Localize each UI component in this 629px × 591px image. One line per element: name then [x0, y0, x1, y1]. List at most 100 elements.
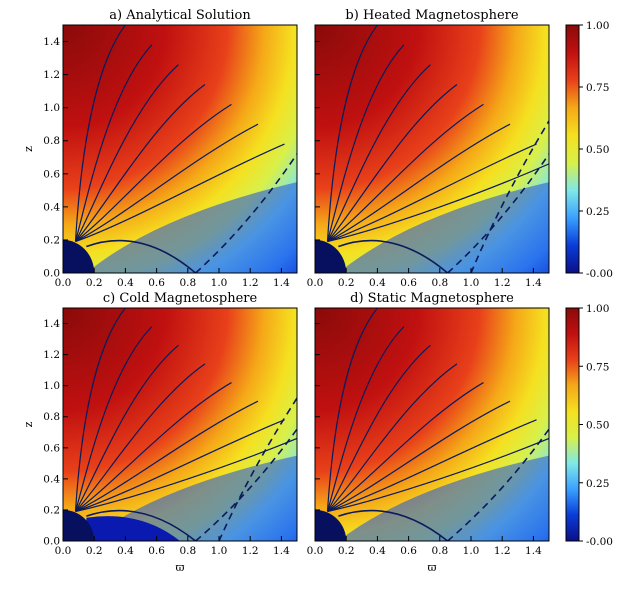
x-tick-label: 1.4 — [525, 545, 542, 557]
colorbar-tick-label: -0.00 — [586, 536, 613, 548]
y-tick-label: 0.4 — [43, 473, 60, 485]
closed-field-line — [338, 239, 449, 273]
x-tick-label: 1.4 — [273, 277, 290, 289]
x-axis-label: ϖ — [428, 561, 437, 574]
x-tick-label: 0.8 — [179, 545, 196, 557]
field-line — [75, 400, 259, 513]
x-tick-label: 0.4 — [369, 545, 386, 557]
plot-frame — [314, 307, 550, 542]
x-tick-label: 0.2 — [86, 545, 103, 557]
field-line — [326, 44, 405, 242]
field-line — [327, 143, 537, 243]
dead-zone — [86, 516, 180, 541]
y-tick-label: 0.4 — [43, 201, 60, 213]
field-line — [74, 344, 179, 512]
colorbar-gradient — [565, 307, 580, 542]
y-tick-label: 1.4 — [43, 36, 60, 48]
closed-field-line — [86, 239, 197, 273]
field-line — [75, 103, 232, 243]
field-line — [75, 143, 285, 243]
x-tick-label: 1.4 — [525, 277, 542, 289]
y-tick-label: 0.8 — [43, 411, 60, 423]
field-line — [74, 64, 179, 242]
x-tick-label: 1.2 — [242, 545, 259, 557]
x-tick-label: 1.2 — [494, 277, 511, 289]
colorbar-tick-label: 0.75 — [586, 82, 609, 94]
y-tick-label: 0.0 — [43, 268, 60, 280]
y-tick-label: 1.2 — [43, 349, 60, 361]
heatmap-d — [315, 308, 549, 541]
x-tick-label: 0.0 — [55, 277, 72, 289]
x-tick-label: 0.4 — [117, 545, 134, 557]
colorbar-tick-label: 0.25 — [586, 478, 609, 490]
dashed-line — [447, 428, 549, 541]
dashed-line — [195, 428, 297, 541]
equatorial-low-region — [338, 455, 549, 541]
y-tick-label: 1.4 — [43, 318, 60, 330]
field-line — [326, 344, 431, 512]
heatmap-b — [315, 25, 549, 273]
colorbar: 1.00 0.75 0.50 0.25 -0.00 — [565, 20, 613, 280]
x-tick-label: 0.4 — [117, 277, 134, 289]
heatmap-c — [63, 308, 297, 541]
y-tick-label: 1.0 — [43, 102, 60, 114]
x-tick-label: 1.0 — [463, 545, 480, 557]
colorbar-gradient — [565, 24, 580, 274]
plot-frame — [314, 24, 550, 274]
heatmap-a — [63, 25, 297, 273]
plot-frame — [62, 307, 298, 542]
colorbar-tick-label: 0.75 — [586, 361, 609, 373]
equatorial-low-region — [86, 455, 297, 541]
star — [315, 239, 347, 273]
colorbar: 1.00 0.75 0.50 0.25 -0.00 — [565, 303, 613, 548]
equatorial-low-region — [86, 182, 297, 273]
field-line — [327, 419, 537, 513]
plot-frame — [62, 24, 298, 274]
field-line — [327, 103, 484, 243]
x-tick-label: 0.6 — [400, 277, 417, 289]
panel-title: c) Cold Magnetosphere — [103, 291, 258, 306]
colorbar-tick-label: -0.00 — [586, 268, 613, 280]
y-tick-label: 0.6 — [43, 442, 60, 454]
colorbar-tick-label: 0.50 — [586, 420, 609, 432]
field-line — [74, 308, 126, 512]
y-tick-label: 0.2 — [43, 234, 60, 246]
panel-title: d) Static Magnetosphere — [350, 291, 514, 306]
dashed-line — [218, 397, 297, 541]
panel-b: b) Heated Magnetosphere 0.0 0.2 0.4 0.6 0.8 1.… — [307, 8, 550, 289]
field-line — [327, 123, 511, 243]
field-line — [74, 326, 153, 512]
panel-d: d) Static Magnetosphere 0.0 0.2 0.4 0.6 0.8 1.… — [307, 291, 550, 574]
colorbar-tick-label: 0.50 — [586, 144, 609, 156]
x-tick-label: 0.2 — [338, 277, 355, 289]
field-line — [327, 400, 511, 513]
x-tick-label: 0.6 — [148, 277, 165, 289]
panel-a: a) Analytical Solution 0.0 0.2 0.4 0.6 0.8 1.0… — [22, 8, 298, 289]
x-tick-label: 1.2 — [494, 545, 511, 557]
x-tick-label: 0.0 — [307, 277, 324, 289]
x-tick-label: 0.4 — [369, 277, 386, 289]
x-tick-label: 0.0 — [307, 545, 324, 557]
field-line — [326, 308, 378, 512]
field-line — [326, 326, 405, 512]
y-tick-label: 0.8 — [43, 135, 60, 147]
y-tick-label: 1.0 — [43, 380, 60, 392]
field-line — [75, 437, 297, 513]
equatorial-low-region — [338, 182, 549, 273]
x-tick-label: 0.2 — [338, 545, 355, 557]
x-tick-label: 1.2 — [242, 277, 259, 289]
field-line — [75, 123, 259, 243]
dashed-line — [470, 120, 549, 273]
colorbar-tick-label: 1.00 — [586, 20, 609, 32]
closed-field-line — [338, 509, 449, 541]
y-tick-label: 0.2 — [43, 504, 60, 516]
x-tick-label: 0.2 — [86, 277, 103, 289]
x-tick-label: 0.6 — [400, 545, 417, 557]
closed-field-line — [86, 509, 197, 541]
field-line — [75, 363, 206, 512]
field-line — [327, 84, 458, 242]
field-line — [326, 64, 431, 242]
dashed-line — [195, 153, 297, 273]
y-tick-label: 1.2 — [43, 69, 60, 81]
